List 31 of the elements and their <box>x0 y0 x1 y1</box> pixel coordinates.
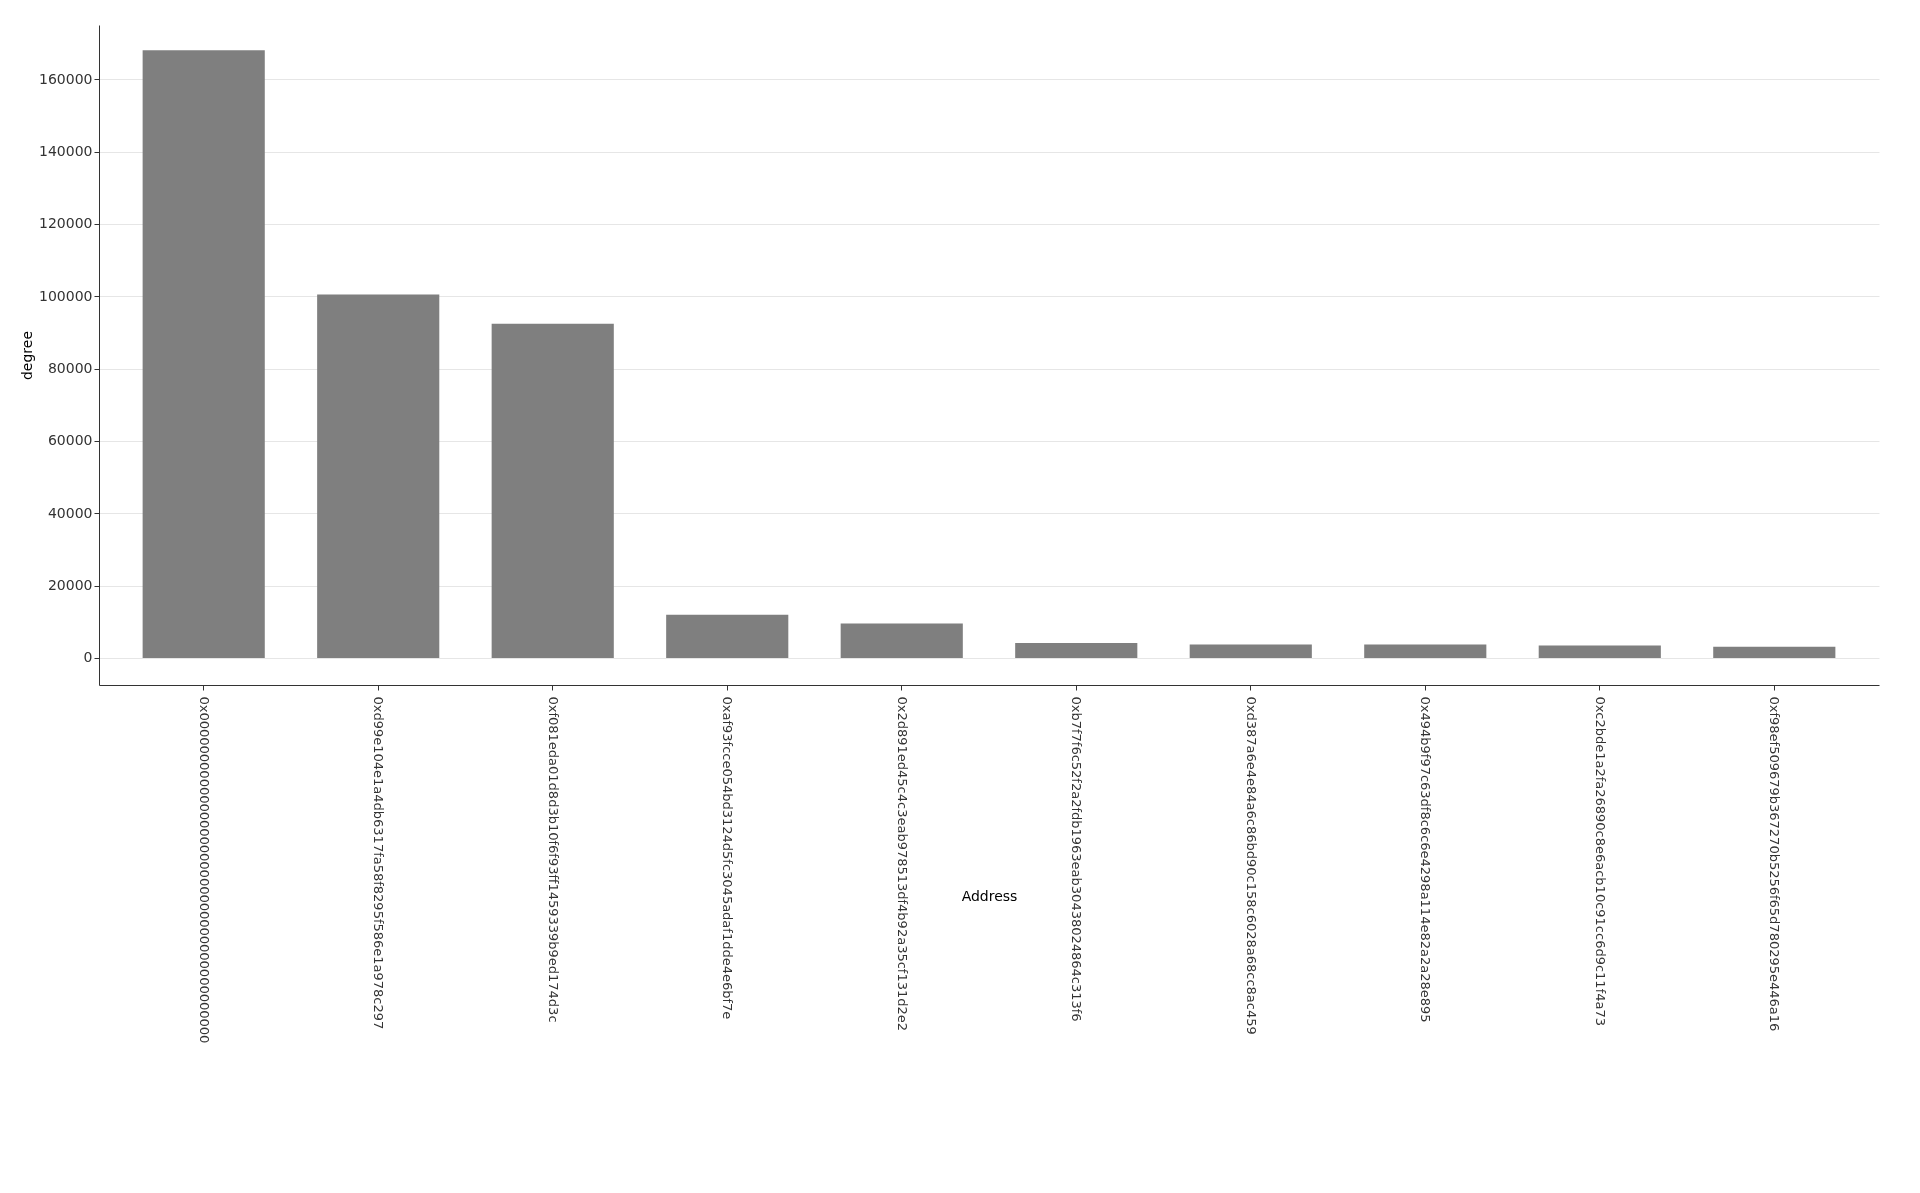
y-tick-label: 160000 <box>39 70 93 87</box>
bar <box>1538 645 1661 658</box>
bar <box>317 294 440 658</box>
x-tick-label: 0xd99e104e1a4db6317fa58f8295f586e1a978c297 <box>371 696 387 1030</box>
y-tick-label: 20000 <box>47 577 93 594</box>
x-tick-label: 0xc2bde1a2fa26890c8e6acb10c91cc6d9c11f4a73 <box>1592 696 1608 1026</box>
x-tick-label: 0xf081eda01d8d3b10f6f93ff1459339b9ed174d3c <box>545 696 561 1023</box>
x-tick-label: 0x494b9f97c63df8c6c6e4298a114e82a2a28e895 <box>1418 696 1434 1023</box>
y-tick-label: 80000 <box>47 360 93 377</box>
x-tick-label: 0xb7f7f6c52f2a2fdb1963eab30438024864c313f6 <box>1069 696 1085 1022</box>
x-tick-label: 0xd387a6e4e84a6c86bd90c158c6028a68cc8ac459 <box>1243 696 1259 1035</box>
bar <box>1189 644 1312 658</box>
y-tick-label: 40000 <box>47 504 93 521</box>
y-tick-label: 120000 <box>39 215 93 232</box>
bar <box>666 614 789 658</box>
y-tick-label: 100000 <box>39 287 93 304</box>
y-tick-label: 140000 <box>39 143 93 160</box>
bar <box>840 623 963 658</box>
bar <box>491 323 614 658</box>
bar <box>142 50 265 658</box>
x-axis-title: Address <box>961 887 1018 904</box>
bar <box>1015 643 1138 658</box>
x-tick-label: 0x2d891ed45c4c3eab978513df4b92a35cf131d2e2 <box>894 696 910 1032</box>
y-tick-label: 0 <box>83 649 93 666</box>
y-tick-label: 60000 <box>47 432 93 449</box>
x-tick-label: 0x0000000000000000000000000000000000000000 <box>196 696 212 1044</box>
x-tick-label: 0xf98ef509679b367270b5256f65d780295e446a16 <box>1767 696 1783 1032</box>
y-axis-title: degree <box>19 330 36 381</box>
bar <box>1713 646 1836 658</box>
bar <box>1364 644 1487 658</box>
x-tick-label: 0xaf93fcce054bd3124d5fc3045adaf1dde4e6bf7e <box>720 696 736 1020</box>
